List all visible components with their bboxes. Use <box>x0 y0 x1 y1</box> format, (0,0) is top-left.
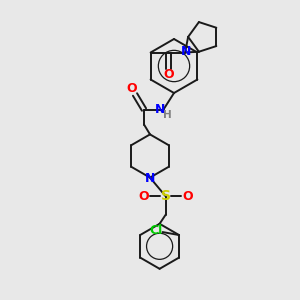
Text: S: S <box>160 189 171 203</box>
Text: N: N <box>145 172 155 185</box>
Text: N: N <box>181 45 191 58</box>
Text: O: O <box>182 190 193 203</box>
Text: N: N <box>155 103 165 116</box>
Text: Cl: Cl <box>149 224 163 237</box>
Text: O: O <box>163 68 174 82</box>
Text: O: O <box>127 82 137 95</box>
Text: O: O <box>139 190 149 203</box>
Text: H: H <box>163 110 172 120</box>
